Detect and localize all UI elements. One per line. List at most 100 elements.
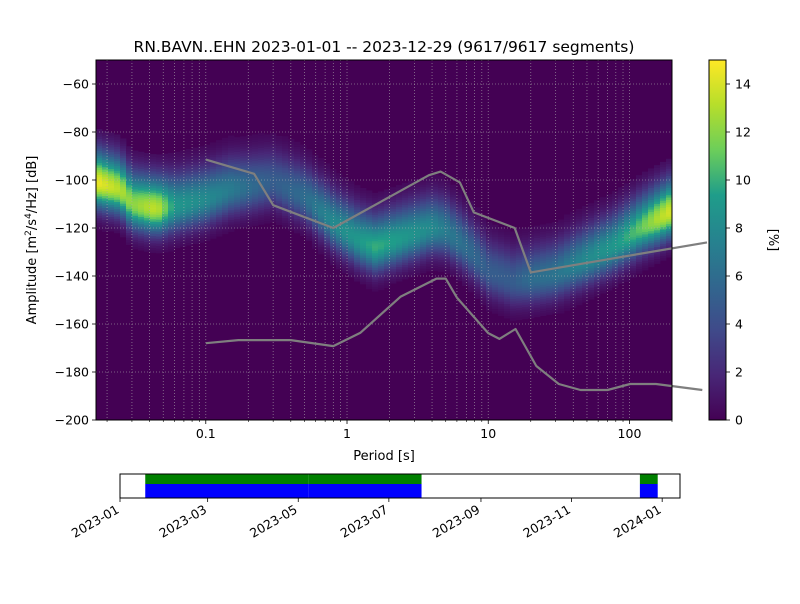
heatmap-cell <box>282 153 289 156</box>
heatmap-cell <box>588 294 595 298</box>
heatmap-cell <box>294 199 301 203</box>
heatmap-cell <box>300 180 307 184</box>
heatmap-cell <box>402 255 409 258</box>
heatmap-cell <box>642 246 649 249</box>
heatmap-cell <box>102 219 109 223</box>
heatmap-cell <box>204 183 211 186</box>
heatmap-cell <box>114 180 121 183</box>
heatmap-cell <box>336 211 343 215</box>
heatmap-cell <box>660 166 667 170</box>
heatmap-cell <box>108 187 115 191</box>
heatmap-cell <box>558 308 565 312</box>
heatmap-cell <box>144 155 151 159</box>
heatmap-cell <box>312 193 319 197</box>
heatmap-cell <box>342 227 349 231</box>
heatmap-cell <box>96 176 103 180</box>
heatmap-cell <box>468 212 475 216</box>
heatmap-cell <box>402 209 409 213</box>
coverage-bar-bottom <box>308 484 422 498</box>
heatmap-cell <box>636 175 643 178</box>
heatmap-cell <box>186 211 193 215</box>
heatmap-cell <box>390 235 397 238</box>
heatmap-cell <box>648 225 655 229</box>
heatmap-cell <box>390 242 397 246</box>
heatmap-cell <box>126 230 133 234</box>
heatmap-cell <box>516 314 523 318</box>
heatmap-cell <box>438 177 445 181</box>
heatmap-cell <box>228 171 235 175</box>
heatmap-cell <box>162 211 169 215</box>
heatmap-cell <box>132 160 139 163</box>
heatmap-cell <box>576 254 583 258</box>
heatmap-cell <box>492 291 499 295</box>
heatmap-cell <box>426 259 433 262</box>
heatmap-cell <box>492 239 499 242</box>
heatmap-cell <box>666 197 673 200</box>
heatmap-cell <box>174 190 181 194</box>
heatmap-cell <box>150 168 157 172</box>
heatmap-cell <box>174 173 181 177</box>
heatmap-cell <box>126 206 133 210</box>
heatmap-cell <box>558 284 565 288</box>
heatmap-cell <box>246 157 253 160</box>
heatmap-cell <box>396 221 403 224</box>
heatmap-cell <box>180 210 187 214</box>
heatmap-cell <box>636 230 643 234</box>
heatmap-cell <box>144 157 151 161</box>
heatmap-cell <box>360 204 367 208</box>
heatmap-cell <box>480 273 487 277</box>
heatmap-cell <box>564 286 571 290</box>
heatmap-cell <box>186 235 193 239</box>
heatmap-cell <box>366 214 373 218</box>
heatmap-cell <box>552 289 559 293</box>
heatmap-cell <box>576 244 583 248</box>
heatmap-cell <box>120 203 127 207</box>
heatmap-cell <box>420 198 427 202</box>
heatmap-cell <box>312 171 319 175</box>
heatmap-cell <box>606 268 613 272</box>
heatmap-cell <box>348 231 355 235</box>
heatmap-cell <box>444 268 451 272</box>
heatmap-cell <box>588 284 595 288</box>
heatmap-cell <box>192 219 199 223</box>
heatmap-cell <box>102 193 109 197</box>
heatmap-cell <box>204 219 211 222</box>
heatmap-cell <box>108 219 115 222</box>
heatmap-cell <box>438 175 445 179</box>
heatmap-cell <box>228 152 235 156</box>
heatmap-cell <box>462 218 469 222</box>
heatmap-cell <box>186 225 193 229</box>
heatmap-cell <box>522 294 529 298</box>
heatmap-cell <box>642 224 649 228</box>
heatmap-cell <box>480 230 487 234</box>
heatmap-cell <box>588 296 595 300</box>
heatmap-cell <box>162 196 169 200</box>
heatmap-cell <box>276 162 283 166</box>
heatmap-cell <box>198 215 205 219</box>
heatmap-cell <box>444 230 451 234</box>
heatmap-cell <box>576 220 583 224</box>
heatmap-cell <box>552 224 559 228</box>
heatmap-cell <box>144 184 151 187</box>
heatmap-cell <box>234 175 241 179</box>
heatmap-cell <box>636 254 643 258</box>
heatmap-cell <box>222 212 229 215</box>
heatmap-cell <box>240 145 247 149</box>
heatmap-cell <box>438 213 445 217</box>
heatmap-cell <box>192 224 199 228</box>
heatmap-cell <box>540 238 547 242</box>
heatmap-cell <box>132 172 139 175</box>
heatmap-cell <box>504 253 511 257</box>
heatmap-cell <box>354 245 361 248</box>
heatmap-cell <box>126 203 133 207</box>
heatmap-cell <box>612 232 619 235</box>
heatmap-cell <box>468 258 475 262</box>
heatmap-cell <box>618 249 625 253</box>
heatmap-cell <box>558 219 565 223</box>
heatmap-cell <box>558 224 565 228</box>
heatmap-cell <box>318 244 325 248</box>
heatmap-cell <box>648 235 655 239</box>
heatmap-cell <box>390 249 397 253</box>
heatmap-cell <box>660 255 667 259</box>
heatmap-cell <box>606 223 613 226</box>
